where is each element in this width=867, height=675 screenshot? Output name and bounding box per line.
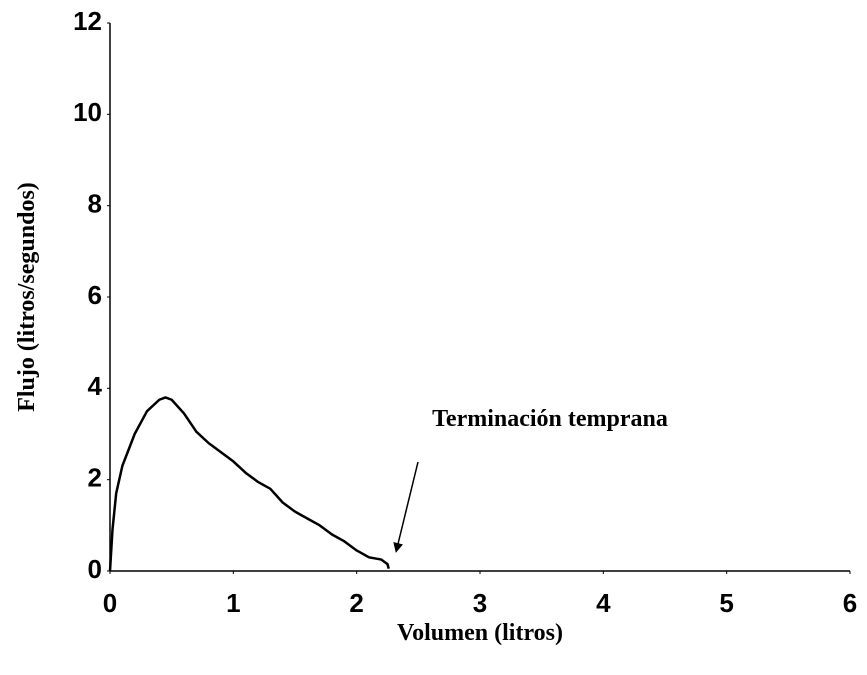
x-tick-label: 2: [349, 588, 363, 618]
y-tick-label: 12: [73, 6, 102, 36]
y-axis-label: Flujo (litros/segundos): [14, 182, 40, 412]
annotation: Terminación temprana: [432, 406, 668, 432]
y-tick-label: 10: [73, 97, 102, 127]
x-tick-label: 5: [719, 588, 733, 618]
y-tick-label: 8: [88, 189, 102, 219]
x-tick-label: 3: [473, 588, 487, 618]
y-tick-label: 4: [88, 371, 103, 401]
x-tick-label: 6: [843, 588, 857, 618]
y-tick-label: 2: [88, 463, 102, 493]
y-tick-label: 6: [88, 280, 102, 310]
annotation-arrow: [393, 461, 419, 553]
x-axis-label: Volumen (litros): [397, 620, 563, 646]
x-tick-label: 0: [103, 588, 117, 618]
flow-line: [108, 396, 390, 572]
x-tick-label: 1: [226, 588, 240, 618]
x-tick-label: 4: [596, 588, 611, 618]
y-tick-label: 0: [88, 554, 102, 584]
